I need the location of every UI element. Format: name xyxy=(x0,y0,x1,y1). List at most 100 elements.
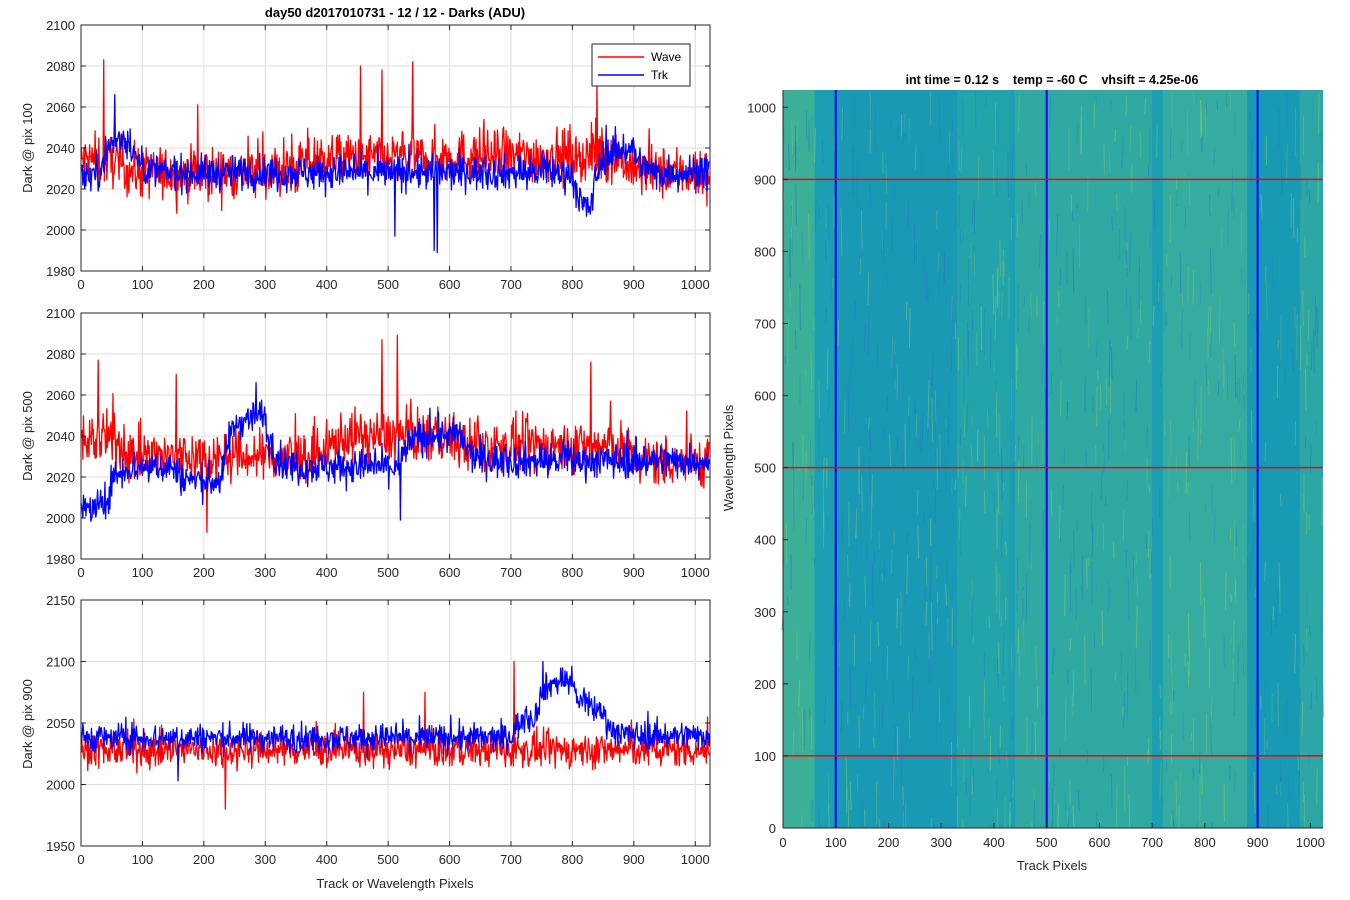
heatmap-streak xyxy=(1169,420,1172,457)
heatmap-streak xyxy=(1170,815,1172,826)
heatmap-streak xyxy=(953,710,956,737)
heatmap-streak xyxy=(959,230,962,247)
heatmap-streak xyxy=(1136,576,1138,596)
x-tick-label: 0 xyxy=(77,852,84,867)
heatmap-streak xyxy=(1049,153,1051,181)
heatmap-streak xyxy=(881,705,884,731)
x-tick-label: 700 xyxy=(1141,835,1163,850)
heatmap-streak xyxy=(958,507,961,540)
heatmap-streak xyxy=(1238,418,1241,432)
heatmap-streak xyxy=(1242,374,1245,391)
heatmap-streak xyxy=(1220,227,1223,250)
legend[interactable]: Wave Trk xyxy=(591,43,691,87)
series-layer xyxy=(81,334,710,533)
heatmap-streak xyxy=(855,526,857,540)
heatmap-streak xyxy=(909,308,911,348)
heatmap-streak xyxy=(832,606,835,646)
heatmap-streak xyxy=(1277,339,1280,349)
heatmap-streak xyxy=(860,821,862,829)
heatmap-streak xyxy=(877,622,880,647)
heatmap-streak xyxy=(1002,261,1004,286)
x-tick-label: 500 xyxy=(1036,835,1058,850)
x-tick-label: 600 xyxy=(439,277,461,292)
heatmap-streak xyxy=(1123,691,1126,728)
heatmap-streak xyxy=(1031,416,1033,464)
heatmap-streak xyxy=(791,120,794,154)
heatmap-streak xyxy=(1237,643,1239,685)
heatmap-streak xyxy=(1308,625,1311,636)
heatmap-streak xyxy=(896,726,899,761)
heatmap-streak xyxy=(1103,143,1106,176)
heatmap-streak xyxy=(1205,102,1208,115)
heatmap-streak xyxy=(930,817,933,829)
heatmap-streak xyxy=(856,160,858,207)
x-tick-label: 400 xyxy=(316,852,338,867)
heatmap-streak xyxy=(825,307,827,323)
heatmap-streak xyxy=(1315,420,1318,434)
y-tick-label: 2060 xyxy=(46,388,75,403)
y-tick-label: 0 xyxy=(769,821,776,836)
heatmap-band xyxy=(835,90,958,828)
heatmap-streak xyxy=(1207,327,1209,358)
heatmap-streak xyxy=(1200,100,1203,137)
heatmap-streak xyxy=(1264,442,1267,462)
y-tick-label: 2020 xyxy=(46,182,75,197)
heatmap-streak xyxy=(1192,90,1195,105)
heatmap-streak xyxy=(1254,680,1257,728)
heatmap-streak xyxy=(1151,518,1154,535)
heatmap-streak xyxy=(974,91,977,130)
heatmap-streak xyxy=(1238,377,1241,403)
heatmap-streak xyxy=(1028,193,1030,210)
heatmap-streak xyxy=(934,395,937,443)
heatmap-streak xyxy=(1269,263,1271,281)
heatmap-streak xyxy=(824,696,826,724)
heatmap-streak xyxy=(902,809,905,829)
heatmap-streak xyxy=(1099,383,1102,410)
y-tick-label: 2040 xyxy=(46,141,75,156)
heatmap-streak xyxy=(1192,421,1194,433)
heatmap-streak xyxy=(1031,723,1033,756)
heatmap-streak xyxy=(914,399,916,419)
y-tick-label: 1950 xyxy=(46,839,75,854)
x-tick-label: 600 xyxy=(1089,835,1111,850)
heatmap-streak xyxy=(1037,432,1040,443)
heatmap-streak xyxy=(1025,584,1028,624)
heatmap-streak xyxy=(869,455,872,497)
x-tick-label: 800 xyxy=(562,277,584,292)
heatmap-streak xyxy=(967,322,969,360)
heatmap-streak xyxy=(1277,682,1279,727)
heatmap-streak xyxy=(849,361,851,402)
heatmap-streak xyxy=(1164,423,1166,436)
heatmap-streak xyxy=(1213,147,1216,166)
heatmap-streak xyxy=(1201,764,1203,795)
heatmap-streak xyxy=(1239,439,1242,463)
heatmap-streak xyxy=(971,593,974,637)
heatmap-streak xyxy=(1316,306,1318,348)
heatmap-streak xyxy=(908,712,911,738)
heatmap-streak xyxy=(1301,701,1304,737)
heatmap-streak xyxy=(1292,348,1294,373)
heatmap-streak xyxy=(1018,93,1020,133)
heatmap-streak xyxy=(799,283,801,330)
heatmap-streak xyxy=(1316,767,1318,805)
heatmap-streak xyxy=(1034,722,1037,761)
heatmap-streak xyxy=(950,336,953,372)
heatmap-streak xyxy=(788,143,790,170)
heatmap-streak xyxy=(1076,204,1078,214)
heatmap-streak xyxy=(1195,406,1198,417)
heatmap-streak xyxy=(1227,207,1229,247)
y-tick-label: 2020 xyxy=(46,470,75,485)
heatmap-streak xyxy=(996,594,999,605)
heatmap-streak xyxy=(808,213,810,261)
heatmap-streak xyxy=(1265,282,1268,320)
heatmap-streak xyxy=(1012,778,1014,799)
heatmap-streak xyxy=(1127,577,1130,620)
heatmap-streak xyxy=(1145,533,1148,549)
heatmap-streak xyxy=(1161,777,1164,804)
heatmap-streak xyxy=(931,368,933,416)
y-tick-label: 2050 xyxy=(46,716,75,731)
heatmap-streak xyxy=(1051,821,1053,829)
heatmap-streak xyxy=(1159,685,1162,698)
heatmap-streak xyxy=(896,435,899,452)
heatmap-streak xyxy=(1260,696,1262,709)
